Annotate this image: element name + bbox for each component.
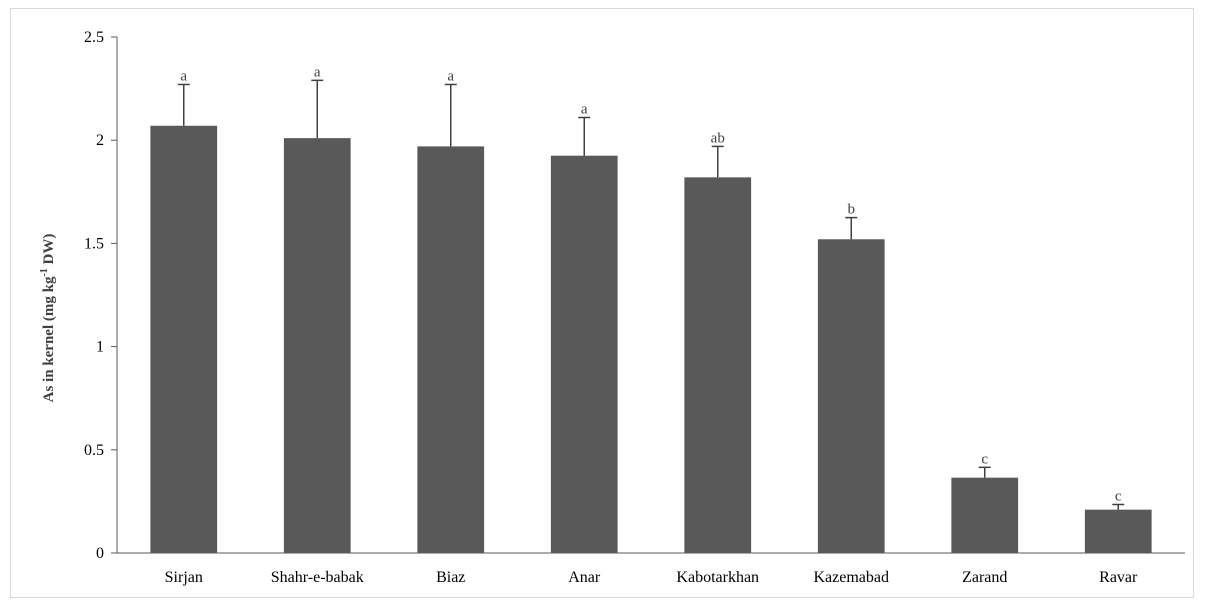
- significance-letter: b: [848, 202, 856, 218]
- bars: [150, 125, 1152, 554]
- bar: [951, 477, 1019, 553]
- y-tick-label: 2: [96, 132, 104, 149]
- x-tick-label: Biaz: [436, 569, 465, 586]
- x-tick-label: Kabotarkhan: [676, 569, 759, 586]
- significance-letter: c: [981, 451, 988, 467]
- y-axis-label-prefix: As in kernel (mg kg: [41, 276, 57, 402]
- significance-letters: a a a a ab b c c: [180, 64, 1122, 504]
- y-axis-label-suffix: DW): [41, 234, 57, 269]
- significance-letter: a: [180, 68, 187, 84]
- bar: [150, 125, 218, 553]
- error-bars: [177, 79, 1125, 510]
- x-tick-label: Zarand: [962, 569, 1007, 586]
- bar: [684, 177, 752, 554]
- y-tick-label: 0.5: [84, 442, 104, 459]
- significance-letter: a: [581, 101, 588, 117]
- y-tick-label: 0: [96, 545, 104, 562]
- bar: [550, 155, 618, 553]
- chart-area: [10, 8, 1194, 598]
- x-axis: Sirjan Shahr-e-babak Biaz Anar Kabotarkhan Ka…: [117, 552, 1185, 586]
- y-tick-label: 1: [96, 339, 104, 356]
- y-axis-label-superscript: -1: [39, 268, 50, 276]
- x-tick-label: Ravar: [1099, 569, 1138, 586]
- x-tick-label: Shahr-e-babak: [271, 569, 364, 586]
- y-axis-label: As in kernel (mg kg-1 DW): [39, 234, 57, 403]
- x-tick-label: Anar: [568, 569, 601, 586]
- significance-letter: ab: [711, 130, 725, 146]
- x-tick-label: Kazemabad: [813, 569, 889, 586]
- significance-letter: c: [1115, 488, 1122, 504]
- bar: [1084, 509, 1152, 553]
- y-axis: 0 0.5 1 1.5 2 2.5: [84, 29, 118, 562]
- y-tick-label: 2.5: [84, 29, 104, 46]
- y-tick-label: 1.5: [84, 235, 104, 252]
- x-tick-label: Sirjan: [165, 569, 203, 586]
- significance-letter: a: [314, 64, 321, 80]
- significance-letter: a: [447, 68, 454, 84]
- bar: [817, 239, 885, 553]
- bar: [417, 146, 485, 553]
- bar: [283, 138, 351, 554]
